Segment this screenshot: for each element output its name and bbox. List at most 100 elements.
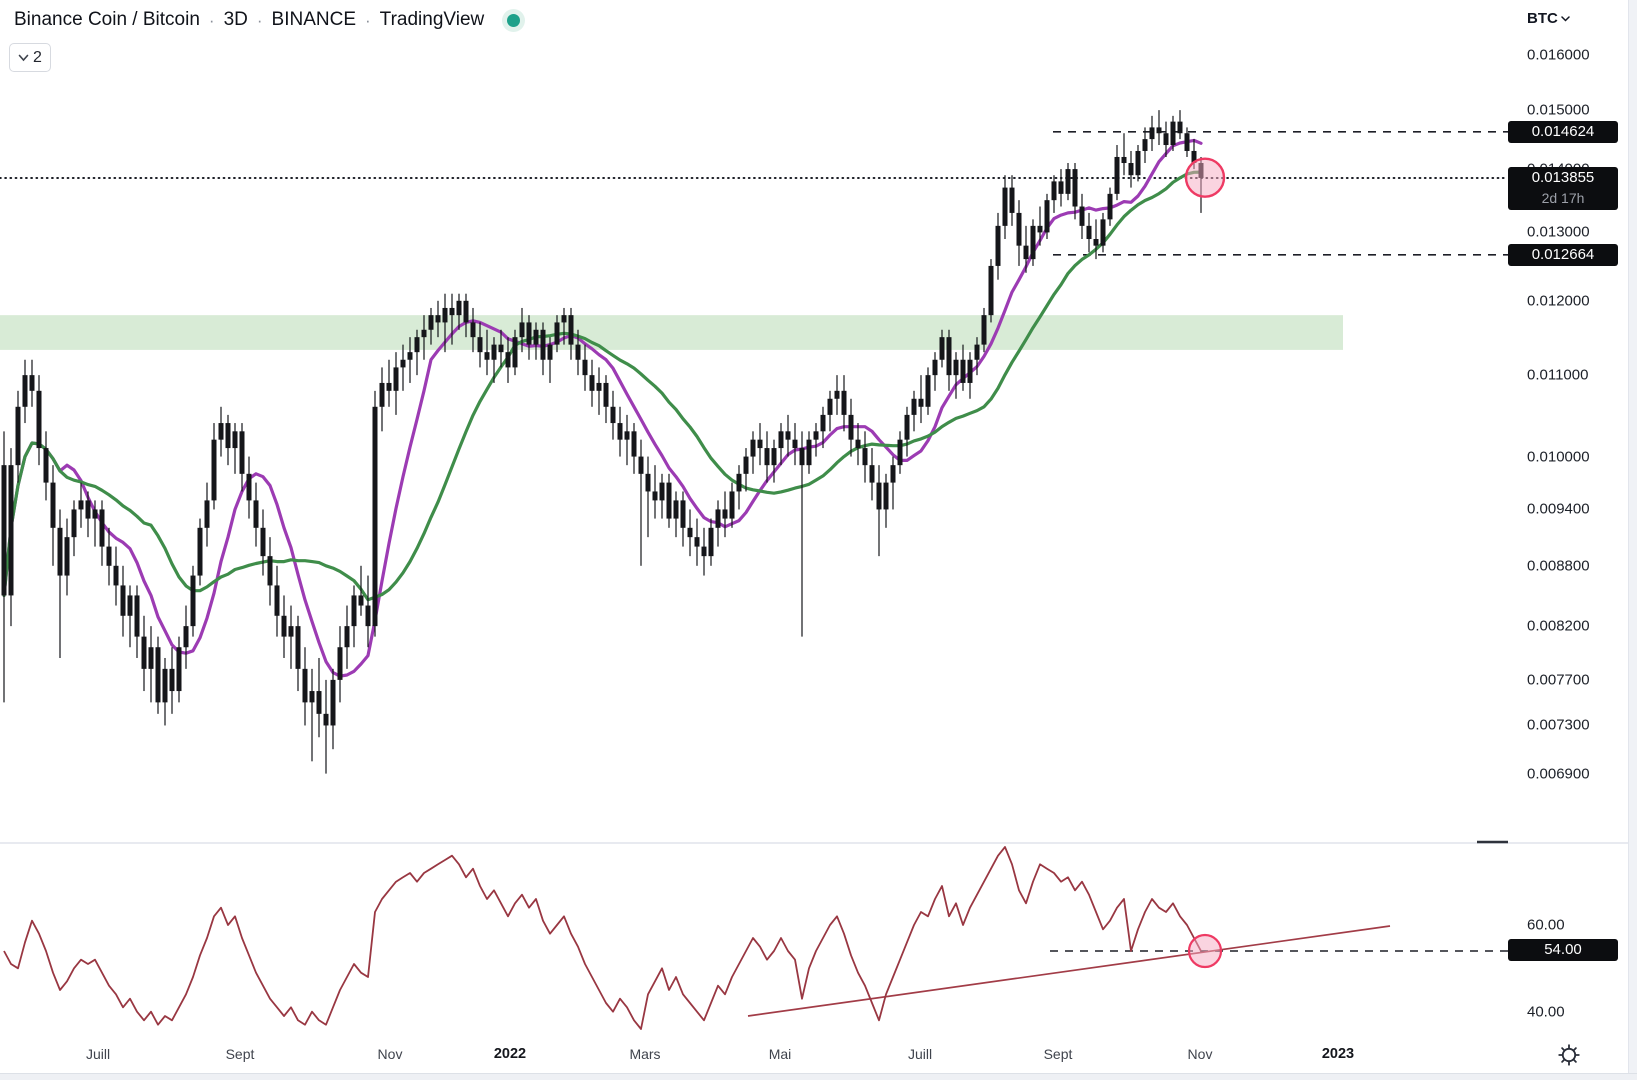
candle-body xyxy=(561,315,567,323)
candle-body xyxy=(680,500,686,528)
candle-body xyxy=(897,439,903,466)
candle-body xyxy=(477,337,483,353)
candle-body xyxy=(1170,121,1176,146)
time-tick-label: Nov xyxy=(377,1046,403,1062)
candle-body xyxy=(1163,133,1169,146)
candle-body xyxy=(645,473,651,492)
price-tick-label: 0.008800 xyxy=(1527,557,1590,575)
candle-body xyxy=(99,509,105,547)
candle-body xyxy=(946,337,952,376)
candle-body xyxy=(568,315,574,345)
candle-body xyxy=(792,439,798,449)
candle-body xyxy=(50,482,56,528)
candle-body xyxy=(729,491,735,519)
candle-body xyxy=(246,473,252,501)
bottom-edge-strip xyxy=(0,1073,1637,1080)
candle-body xyxy=(309,691,315,703)
price-tick-label: 0.007300 xyxy=(1527,716,1590,734)
support-price-value: 0.012664 xyxy=(1531,245,1595,263)
candle-body xyxy=(183,626,189,648)
supply-zone-band[interactable] xyxy=(0,315,1343,350)
rsi-highlight-circle[interactable] xyxy=(1187,933,1223,969)
bar-countdown: 2d 17h xyxy=(1541,189,1585,206)
candle-body xyxy=(218,423,224,440)
candle-body xyxy=(421,329,427,338)
candle-body xyxy=(589,375,595,391)
rsi-value-badge: 54.00 xyxy=(1508,939,1618,961)
candle-body xyxy=(1156,127,1162,134)
candle-body xyxy=(71,509,77,538)
interval-label[interactable]: 3D xyxy=(223,9,248,30)
platform-label[interactable]: TradingView xyxy=(379,9,485,30)
candle-body xyxy=(113,565,119,586)
candle-body xyxy=(8,465,14,596)
candle-body xyxy=(771,448,777,466)
price-tick-label: 0.012000 xyxy=(1527,292,1590,310)
candle-body xyxy=(358,595,364,606)
price-highlight-circle[interactable] xyxy=(1184,157,1226,198)
time-tick-label: 2022 xyxy=(493,1046,527,1062)
exchange-label[interactable]: BINANCE xyxy=(271,9,356,30)
candle-body xyxy=(687,527,693,538)
candle-body xyxy=(519,322,525,338)
candle-body xyxy=(288,626,294,637)
candle-body xyxy=(939,337,945,360)
chevron-down-icon xyxy=(1561,15,1570,22)
candle-body xyxy=(1023,245,1029,260)
symbol-title[interactable]: Binance Coin / Bitcoin xyxy=(14,9,200,30)
candle-body xyxy=(1086,225,1092,240)
price-tick-label: 0.009400 xyxy=(1527,500,1590,518)
candle-body xyxy=(981,315,987,345)
candle-body xyxy=(960,359,966,383)
price-scale-currency[interactable]: BTC xyxy=(1527,10,1570,27)
chevron-down-icon xyxy=(18,54,29,61)
time-tick-label: Sept xyxy=(225,1046,255,1062)
candle-body xyxy=(778,431,784,449)
candle-body xyxy=(29,375,35,391)
candle-body xyxy=(652,491,658,501)
candle-body xyxy=(106,546,112,566)
candle-body xyxy=(750,439,756,457)
rsi-threshold-value: 54.00 xyxy=(1544,941,1582,958)
candle-body xyxy=(120,585,126,616)
current-price-badge: 0.013855 2d 17h xyxy=(1508,166,1618,210)
candle-body xyxy=(883,482,889,510)
candle-body xyxy=(820,414,826,432)
candle-body xyxy=(736,473,742,492)
candle-body xyxy=(1016,212,1022,246)
candle-body xyxy=(638,456,644,474)
candle-body xyxy=(92,509,98,519)
candle-body xyxy=(1191,150,1197,164)
time-tick-label: Mars xyxy=(629,1046,661,1062)
candle-body xyxy=(785,431,791,440)
rsi-tick-label: 40.00 xyxy=(1527,1003,1565,1021)
hidden-indicators-count: 2 xyxy=(33,48,42,66)
candle-body xyxy=(743,456,749,474)
candle-body xyxy=(463,300,469,323)
candle-body xyxy=(1107,193,1113,220)
candle-body xyxy=(85,500,91,519)
candle-body xyxy=(932,359,938,376)
candle-body xyxy=(148,647,154,669)
candle-body xyxy=(470,322,476,338)
rsi-trendline[interactable] xyxy=(747,925,1391,1017)
market-status-dot[interactable] xyxy=(507,13,521,27)
candle-body xyxy=(995,225,1001,266)
candle-body xyxy=(1058,181,1064,194)
candle-body xyxy=(386,382,392,391)
indicators-collapse-button[interactable]: 2 xyxy=(9,43,51,72)
price-tick-label: 0.011000 xyxy=(1527,366,1589,384)
candle-body xyxy=(827,398,833,415)
candle-body xyxy=(1114,156,1120,194)
candle-body xyxy=(330,679,336,726)
candle-body xyxy=(127,595,133,616)
time-tick-label: Juill xyxy=(907,1046,933,1062)
candle-body xyxy=(1044,200,1050,233)
candle-body xyxy=(841,390,847,415)
candle-body xyxy=(925,375,931,407)
candle-body xyxy=(974,344,980,360)
candle-body xyxy=(715,509,721,528)
time-tick-label: Juill xyxy=(85,1046,111,1062)
timezone-settings-button[interactable] xyxy=(1556,1042,1582,1073)
